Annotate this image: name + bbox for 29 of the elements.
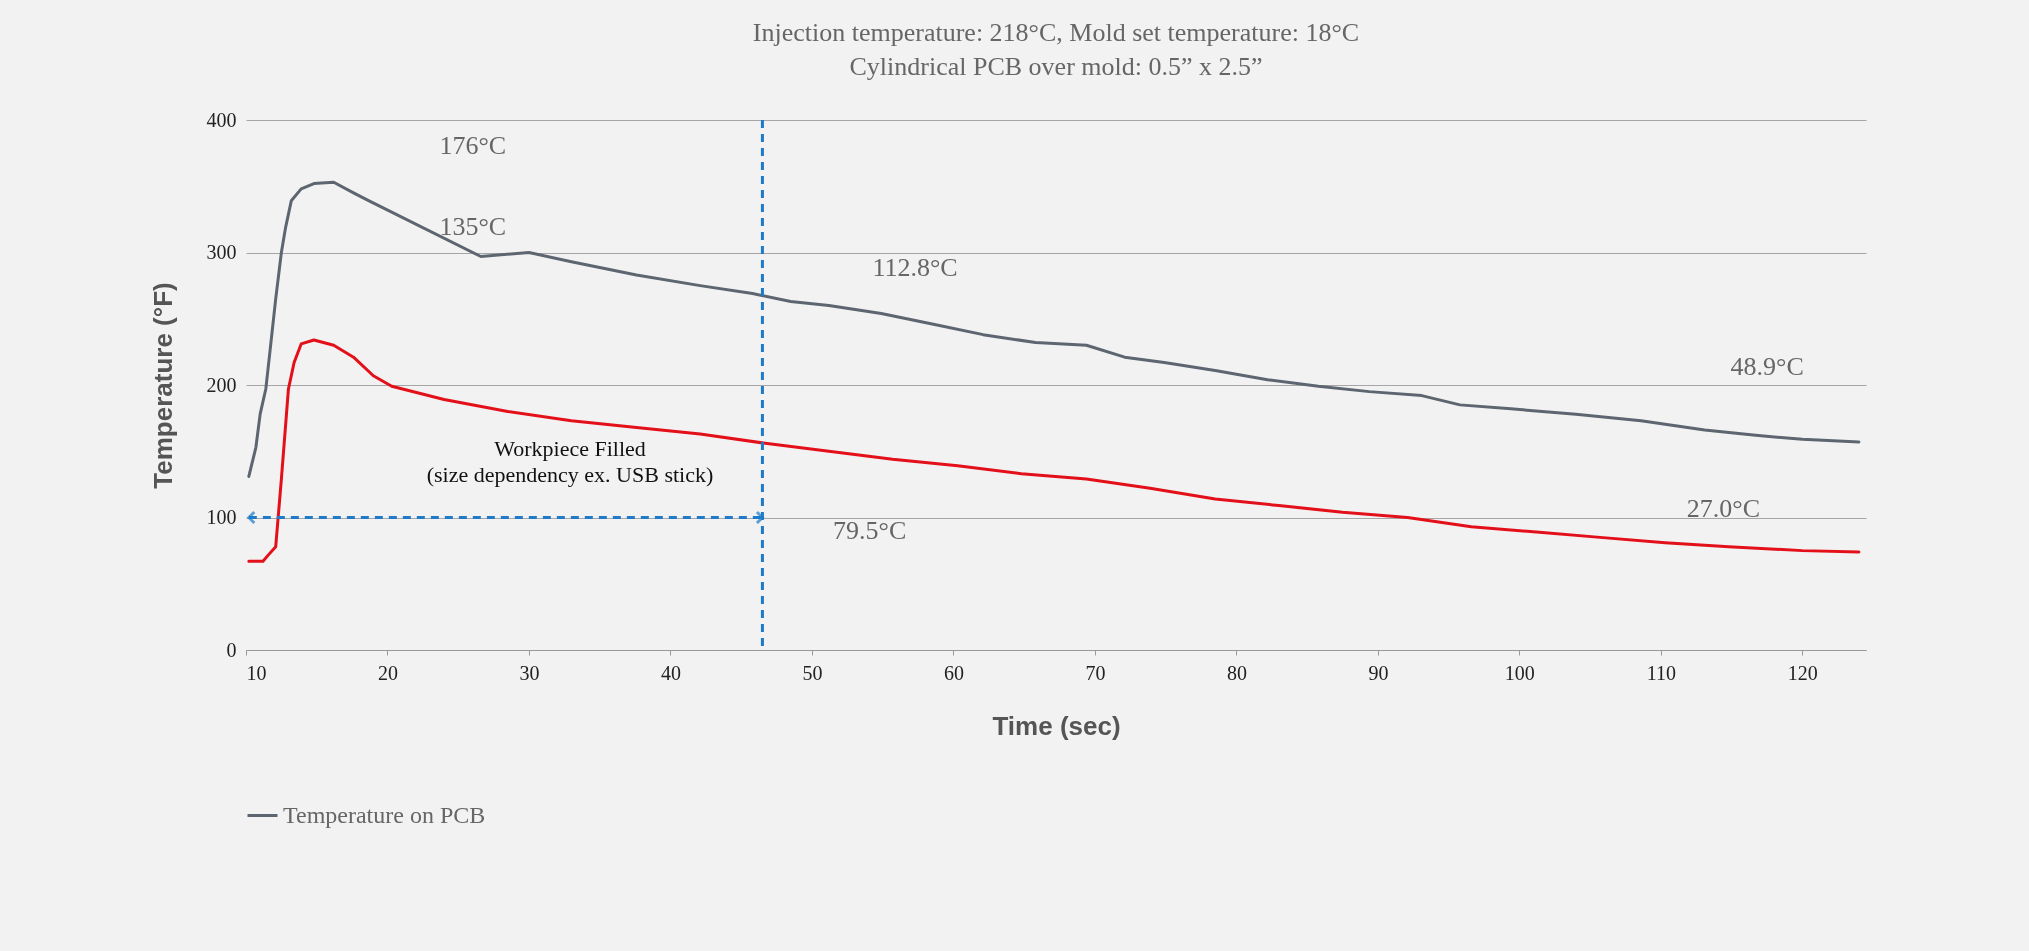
x-tick-label: 80: [1226, 661, 1247, 684]
y-axis-title: Temperature (°F): [147, 282, 178, 489]
annotation: 135°C: [439, 212, 507, 242]
annotation: 79.5°C: [833, 516, 907, 546]
y-tick-label: 200: [206, 373, 237, 396]
x-tick-label: 120: [1787, 661, 1818, 684]
x-tick-label: 10: [246, 661, 267, 684]
chart-title: Injection temperature: 218°C, Mold set temperature: 18°C Cylindrical PCB over mold: 0.5” x 2.5”: [752, 18, 1360, 81]
annotation: 176°C: [439, 130, 507, 160]
x-tick-label: 110: [1646, 661, 1676, 684]
line-series: [247, 338, 1861, 563]
x-axis-title: Time (sec): [992, 710, 1121, 741]
x-tick-label: 20: [377, 661, 398, 684]
x-tick-label: 50: [802, 661, 823, 684]
y-tick-label: 300: [206, 241, 237, 263]
y-tick-label: 0: [226, 638, 237, 661]
x-tick-label: 90: [1368, 661, 1389, 684]
annotation: Workpiece Filled (size dependency ex. USB stick): [426, 435, 714, 487]
annotation: 48.9°C: [1730, 351, 1804, 381]
annotation: 27.0°C: [1686, 494, 1761, 524]
y-tick-label: 100: [206, 506, 237, 528]
x-tick-label: 40: [660, 661, 681, 684]
x-tick-label: 100: [1504, 661, 1535, 684]
x-tick-label: 70: [1085, 661, 1106, 684]
legend-label: Temperature on PCB: [283, 801, 486, 828]
x-tick-label: 60: [943, 661, 964, 684]
annotation: 112.8°C: [872, 253, 958, 283]
y-tick-label: 400: [206, 108, 237, 131]
x-tick-label: 30: [519, 661, 540, 684]
